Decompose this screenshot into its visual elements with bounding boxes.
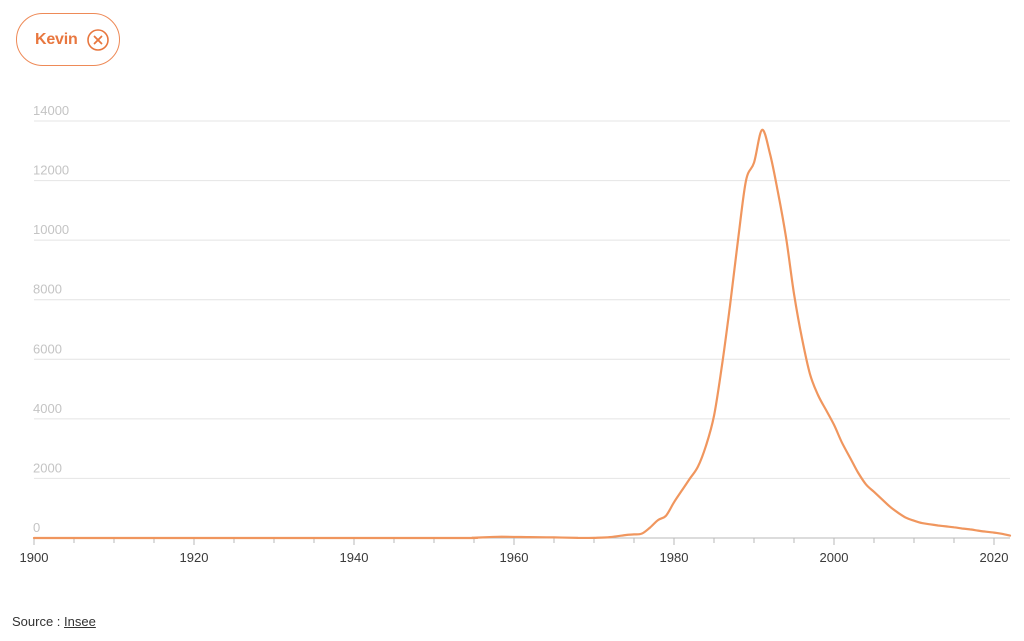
x-axis: 1900 1920 1940 1960 1980 2000 2020 (20, 537, 1010, 565)
series-layer (32, 128, 1012, 540)
y-tick-label: 12000 (33, 163, 69, 178)
line-chart: 0 2000 4000 6000 8000 10000 12000 14000 1900 192… (20, 103, 1012, 565)
grid-layer (34, 120, 1010, 479)
series-line-kevin (32, 128, 1012, 540)
close-circle-icon[interactable] (86, 28, 109, 51)
x-tick-label: 1900 (20, 550, 49, 565)
source-note: Source : Insee (12, 614, 96, 629)
source-prefix: Source : (12, 614, 65, 629)
y-tick-label: 0 (33, 520, 40, 535)
y-tick-label: 2000 (33, 460, 62, 475)
x-tick-label: 1980 (660, 550, 689, 565)
x-tick-label: 2020 (980, 550, 1009, 565)
source-link-insee[interactable]: Insee (64, 614, 96, 629)
x-tick-label: 2000 (820, 550, 849, 565)
y-tick-label: 14000 (33, 103, 69, 118)
filter-chip-kevin[interactable]: Kevin (16, 13, 120, 66)
y-tick-label: 10000 (33, 222, 69, 237)
y-tick-label: 6000 (33, 341, 62, 356)
filter-chip-label: Kevin (35, 30, 78, 48)
y-tick-labels: 0 2000 4000 6000 8000 10000 12000 14000 (33, 103, 69, 535)
y-tick-label: 4000 (33, 401, 62, 416)
x-tick-label: 1920 (180, 550, 209, 565)
x-tick-label: 1940 (340, 550, 369, 565)
x-tick-label: 1960 (500, 550, 529, 565)
y-tick-label: 8000 (33, 282, 62, 297)
